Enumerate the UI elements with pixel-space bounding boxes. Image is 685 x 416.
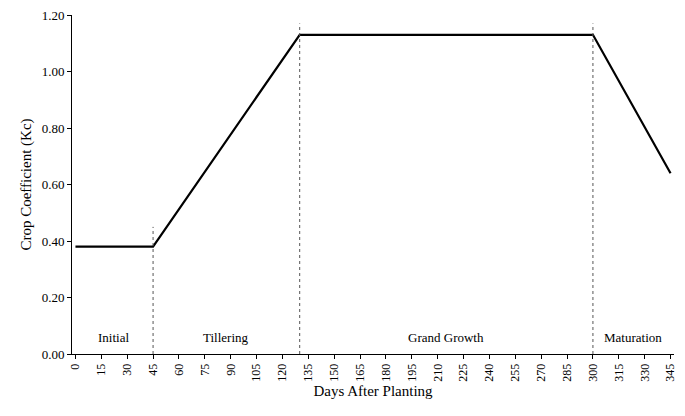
svg-text:270: 270 <box>534 364 548 382</box>
svg-text:45: 45 <box>146 364 160 376</box>
svg-text:315: 315 <box>612 364 626 382</box>
svg-text:Tillering: Tillering <box>203 330 249 345</box>
svg-text:210: 210 <box>431 364 445 382</box>
svg-text:105: 105 <box>249 364 263 382</box>
svg-text:Crop Coefficient (Kc): Crop Coefficient (Kc) <box>18 118 35 250</box>
svg-text:Days After Planting: Days After Planting <box>313 383 433 399</box>
svg-text:120: 120 <box>275 364 289 382</box>
svg-text:1.20: 1.20 <box>42 8 65 23</box>
svg-text:0.00: 0.00 <box>42 347 65 362</box>
svg-text:90: 90 <box>224 364 238 376</box>
svg-text:0: 0 <box>68 364 82 370</box>
svg-text:0.20: 0.20 <box>42 290 65 305</box>
svg-text:165: 165 <box>353 364 367 382</box>
svg-text:225: 225 <box>456 364 470 382</box>
svg-text:15: 15 <box>94 364 108 376</box>
svg-text:30: 30 <box>120 364 134 376</box>
svg-text:0.60: 0.60 <box>42 177 65 192</box>
svg-text:195: 195 <box>405 364 419 382</box>
svg-text:60: 60 <box>172 364 186 376</box>
svg-text:300: 300 <box>586 364 600 382</box>
svg-text:0.40: 0.40 <box>42 234 65 249</box>
svg-text:240: 240 <box>482 364 496 382</box>
svg-text:285: 285 <box>560 364 574 382</box>
svg-text:330: 330 <box>638 364 652 382</box>
svg-text:Initial: Initial <box>98 330 129 345</box>
svg-text:345: 345 <box>663 364 677 382</box>
svg-text:75: 75 <box>198 364 212 376</box>
svg-text:150: 150 <box>327 364 341 382</box>
svg-text:Maturation: Maturation <box>604 330 662 345</box>
svg-text:0.80: 0.80 <box>42 121 65 136</box>
svg-text:255: 255 <box>508 364 522 382</box>
svg-text:135: 135 <box>301 364 315 382</box>
svg-text:Grand Growth: Grand Growth <box>408 330 484 345</box>
svg-text:1.00: 1.00 <box>42 64 65 79</box>
svg-text:180: 180 <box>379 364 393 382</box>
